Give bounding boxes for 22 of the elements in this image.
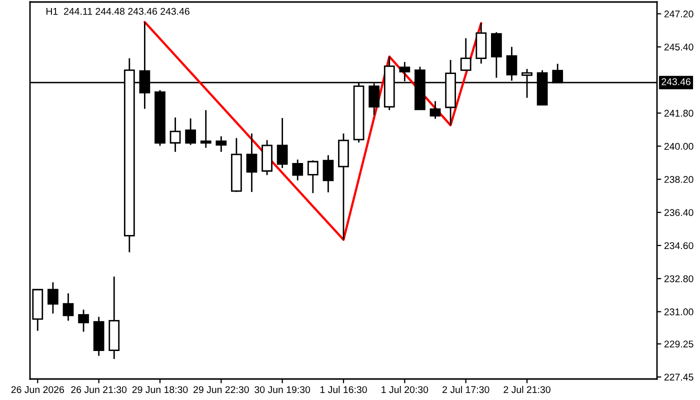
y-tick-label: 240.00 (664, 142, 694, 150)
y-tick-label: 247.20 (664, 10, 694, 18)
y-tick-label: 245.40 (664, 44, 694, 50)
y-tick-label: 236.40 (664, 209, 694, 216)
y-tick-label: 231.00 (664, 308, 694, 316)
x-tick-label: 26 Jun 2026 (11, 386, 64, 394)
y-tick-label: 238.20 (664, 176, 694, 183)
ref-line-label: 243.46 (662, 78, 690, 86)
y-tick-label: 232.80 (664, 275, 694, 282)
x-tick-label: 1 Jul 20:30 (382, 386, 428, 394)
x-tick-label: 26 Jun 21:30 (71, 386, 127, 394)
y-tick-label: 227.45 (664, 374, 694, 381)
y-tick-label: 234.60 (664, 242, 694, 250)
chart-title: H1 244.11 244.48 243.46 243.46 (46, 8, 190, 15)
x-tick-label: 29 Jun 22:30 (194, 386, 249, 394)
x-tick-label: 2 Jul 17:30 (442, 386, 490, 394)
y-tick-label: 229.25 (664, 340, 694, 348)
x-tick-label: 30 Jun 19:30 (254, 386, 310, 394)
x-tick-label: 1 Jul 16:30 (320, 386, 367, 394)
y-tick-label: 241.80 (664, 110, 694, 117)
x-tick-label: 2 Jul 21:30 (504, 386, 550, 394)
x-tick-label: 29 Jun 18:30 (132, 386, 188, 394)
